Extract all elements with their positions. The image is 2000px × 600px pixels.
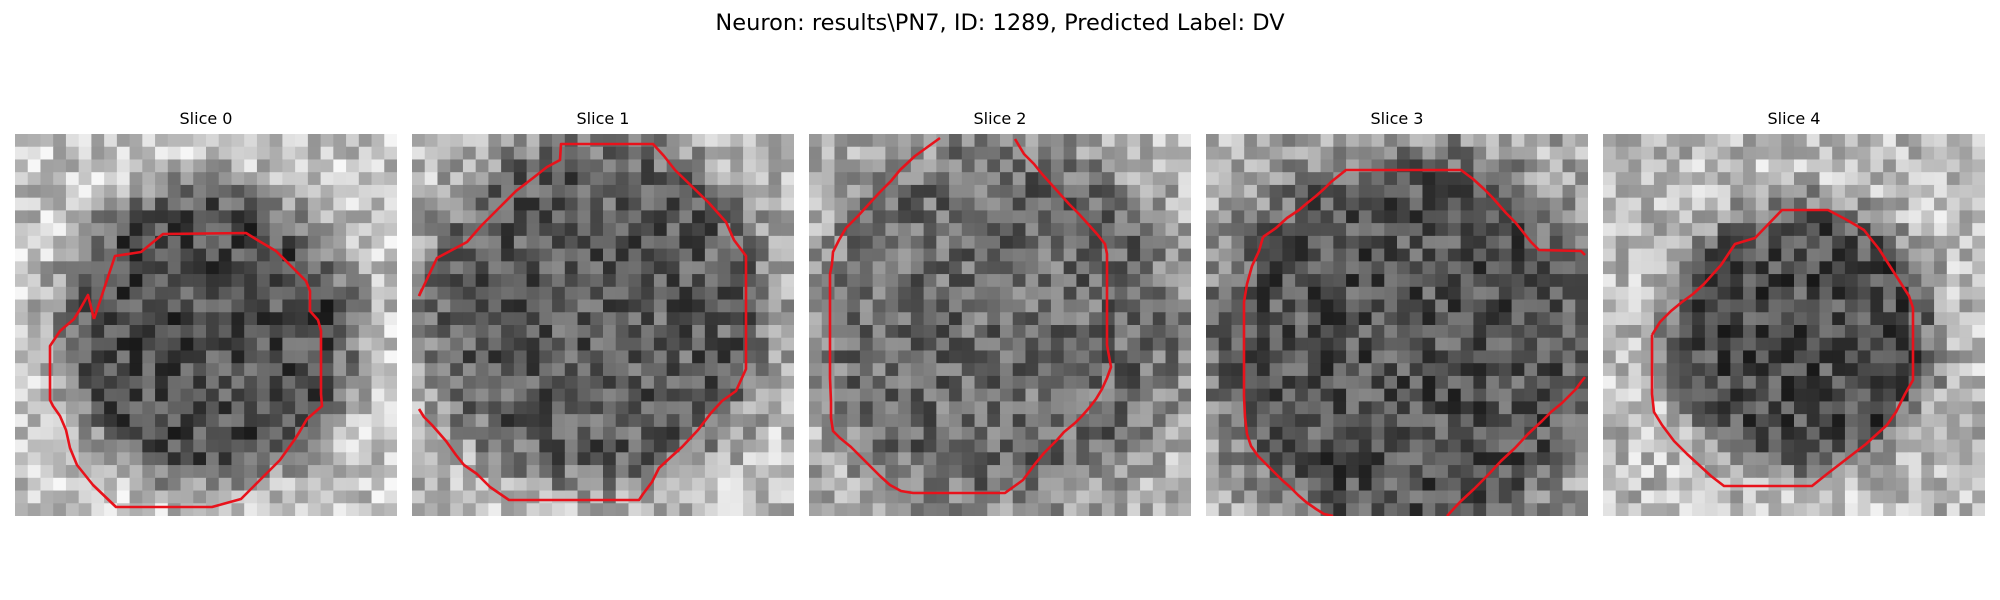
pixel-grid: [809, 134, 1191, 516]
pixel-grid: [1206, 134, 1588, 516]
cell-contour: [828, 136, 1113, 495]
slice-title: Slice 3: [1370, 109, 1424, 128]
slice-image: [15, 134, 397, 516]
slice-image: [809, 134, 1191, 516]
cell-contour: [48, 231, 324, 509]
cell-contour: [417, 288, 424, 297]
pixel-grid: [1603, 134, 1985, 516]
slice-title: Slice 4: [1767, 109, 1821, 128]
cell-contour: [1262, 168, 1586, 256]
slice-title: Slice 0: [179, 109, 233, 128]
slice-title: Slice 1: [576, 109, 630, 128]
cell-contour: [1242, 236, 1334, 516]
slice-image: [1206, 134, 1588, 516]
cell-contour: [1650, 208, 1915, 488]
figure-title: Neuron: results\PN7, ID: 1289, Predicted…: [715, 10, 1285, 36]
slice-image: [1603, 134, 1985, 516]
slice-image: [412, 134, 794, 516]
cell-contour: [417, 142, 748, 502]
pixel-grid: [15, 134, 397, 516]
cell-contour: [1446, 376, 1587, 516]
slice-title: Slice 2: [973, 109, 1027, 128]
pixel-grid: [412, 134, 794, 516]
